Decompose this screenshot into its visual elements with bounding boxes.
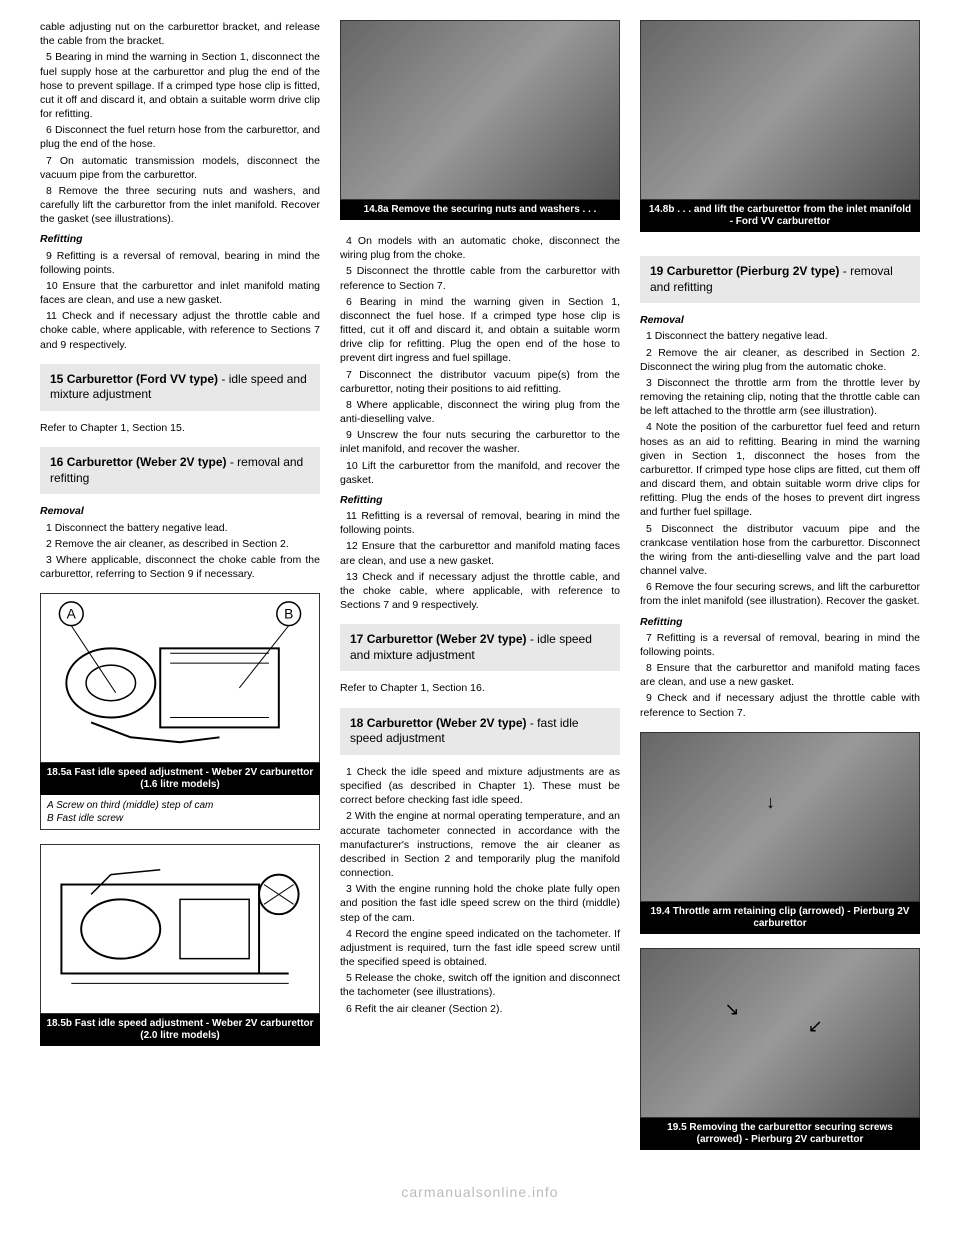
section-number: 16 bbox=[50, 455, 63, 469]
subheading-refitting: Refitting bbox=[340, 493, 620, 507]
text: 6 Remove the four securing screws, and l… bbox=[640, 580, 920, 608]
text: cable adjusting nut on the carburettor b… bbox=[40, 20, 320, 48]
figure-caption: 19.4 Throttle arm retaining clip (arrowe… bbox=[640, 902, 920, 934]
text: 7 On automatic transmission models, disc… bbox=[40, 154, 320, 182]
text: 9 Refitting is a reversal of removal, be… bbox=[40, 249, 320, 277]
text: 8 Where applicable, disconnect the wirin… bbox=[340, 398, 620, 426]
text: 8 Ensure that the carburettor and manifo… bbox=[640, 661, 920, 689]
figure-14-8a: 14.8a Remove the securing nuts and washe… bbox=[340, 20, 620, 220]
text: 2 With the engine at normal operating te… bbox=[340, 809, 620, 880]
figure-caption: 18.5a Fast idle speed adjustment - Weber… bbox=[40, 763, 320, 795]
subheading-refitting: Refitting bbox=[640, 615, 920, 629]
manual-page: cable adjusting nut on the carburettor b… bbox=[40, 20, 920, 1200]
figure-19-4: ↓ 19.4 Throttle arm retaining clip (arro… bbox=[640, 732, 920, 934]
text: 9 Check and if necessary adjust the thro… bbox=[640, 691, 920, 719]
text: 11 Refitting is a reversal of removal, b… bbox=[340, 509, 620, 537]
section-number: 19 bbox=[650, 264, 663, 278]
photo-19-4: ↓ bbox=[640, 732, 920, 902]
figure-14-8b: 14.8b . . . and lift the carburettor fro… bbox=[640, 20, 920, 232]
text: 4 Note the position of the carburettor f… bbox=[640, 420, 920, 519]
photo-14-8b bbox=[640, 20, 920, 200]
section-title: Carburettor (Ford VV type) bbox=[67, 372, 218, 386]
figure-legend: A Screw on third (middle) step of cam B … bbox=[40, 795, 320, 830]
text: 9 Unscrew the four nuts securing the car… bbox=[340, 428, 620, 456]
diagram-18-5a: A B bbox=[40, 593, 320, 763]
svg-text:A: A bbox=[67, 606, 77, 622]
figure-caption: 14.8b . . . and lift the carburettor fro… bbox=[640, 200, 920, 232]
arrow-icon: ↙ bbox=[808, 1016, 823, 1037]
figure-caption: 18.5b Fast idle speed adjustment - Weber… bbox=[40, 1014, 320, 1046]
text: Refer to Chapter 1, Section 15. bbox=[40, 421, 320, 435]
text: 5 Release the choke, switch off the igni… bbox=[340, 971, 620, 999]
text: 5 Disconnect the distributor vacuum pipe… bbox=[640, 522, 920, 579]
section-15: 15 Carburettor (Ford VV type) - idle spe… bbox=[40, 364, 320, 411]
watermark: carmanualsonline.info bbox=[40, 1184, 920, 1200]
text: 2 Remove the air cleaner, as described i… bbox=[640, 346, 920, 374]
text: 11 Check and if necessary adjust the thr… bbox=[40, 309, 320, 352]
text: 3 Disconnect the throttle arm from the t… bbox=[640, 376, 920, 419]
text: 7 Refitting is a reversal of removal, be… bbox=[640, 631, 920, 659]
column-right: 14.8b . . . and lift the carburettor fro… bbox=[640, 20, 920, 1164]
text: 6 Refit the air cleaner (Section 2). bbox=[340, 1002, 620, 1016]
section-title: Carburettor (Weber 2V type) bbox=[367, 716, 527, 730]
page-columns: cable adjusting nut on the carburettor b… bbox=[40, 20, 920, 1164]
svg-text:B: B bbox=[284, 606, 293, 622]
legend-b: B Fast idle screw bbox=[47, 812, 313, 825]
text: 10 Lift the carburettor from the manifol… bbox=[340, 459, 620, 487]
text: 7 Disconnect the distributor vacuum pipe… bbox=[340, 368, 620, 396]
section-title: Carburettor (Weber 2V type) bbox=[67, 455, 227, 469]
text: Refer to Chapter 1, Section 16. bbox=[340, 681, 620, 695]
diagram-18-5b bbox=[40, 844, 320, 1014]
section-16: 16 Carburettor (Weber 2V type) - removal… bbox=[40, 447, 320, 494]
text: 5 Disconnect the throttle cable from the… bbox=[340, 264, 620, 292]
section-17: 17 Carburettor (Weber 2V type) - idle sp… bbox=[340, 624, 620, 671]
text: 1 Check the idle speed and mixture adjus… bbox=[340, 765, 620, 808]
section-number: 17 bbox=[350, 632, 363, 646]
figure-caption: 19.5 Removing the carburettor securing s… bbox=[640, 1118, 920, 1150]
photo-19-5: ↘ ↙ bbox=[640, 948, 920, 1118]
text: 4 Record the engine speed indicated on t… bbox=[340, 927, 620, 970]
arrow-icon: ↘ bbox=[724, 999, 739, 1020]
text: 10 Ensure that the carburettor and inlet… bbox=[40, 279, 320, 307]
column-left: cable adjusting nut on the carburettor b… bbox=[40, 20, 320, 1164]
subheading-refitting: Refitting bbox=[40, 232, 320, 246]
figure-18-5b: 18.5b Fast idle speed adjustment - Weber… bbox=[40, 844, 320, 1046]
legend-a: A Screw on third (middle) step of cam bbox=[47, 799, 313, 812]
figure-caption: 14.8a Remove the securing nuts and washe… bbox=[340, 200, 620, 220]
column-middle: 14.8a Remove the securing nuts and washe… bbox=[340, 20, 620, 1164]
text: 6 Bearing in mind the warning given in S… bbox=[340, 295, 620, 366]
section-18: 18 Carburettor (Weber 2V type) - fast id… bbox=[340, 708, 620, 755]
text: 1 Disconnect the battery negative lead. bbox=[40, 521, 320, 535]
text: 1 Disconnect the battery negative lead. bbox=[640, 329, 920, 343]
section-title: Carburettor (Weber 2V type) bbox=[367, 632, 527, 646]
text: 3 With the engine running hold the choke… bbox=[340, 882, 620, 925]
section-19: 19 Carburettor (Pierburg 2V type) - remo… bbox=[640, 256, 920, 303]
text: 5 Bearing in mind the warning in Section… bbox=[40, 50, 320, 121]
text: 2 Remove the air cleaner, as described i… bbox=[40, 537, 320, 551]
subheading-removal: Removal bbox=[40, 504, 320, 518]
figure-19-5: ↘ ↙ 19.5 Removing the carburettor securi… bbox=[640, 948, 920, 1150]
text: 4 On models with an automatic choke, dis… bbox=[340, 234, 620, 262]
arrow-icon: ↓ bbox=[766, 792, 775, 813]
figure-18-5a: A B 18.5a Fast idle speed adju bbox=[40, 593, 320, 830]
text: 8 Remove the three securing nuts and was… bbox=[40, 184, 320, 227]
photo-14-8a bbox=[340, 20, 620, 200]
text: 6 Disconnect the fuel return hose from t… bbox=[40, 123, 320, 151]
section-number: 18 bbox=[350, 716, 363, 730]
text: 13 Check and if necessary adjust the thr… bbox=[340, 570, 620, 613]
text: 12 Ensure that the carburettor and manif… bbox=[340, 539, 620, 567]
subheading-removal: Removal bbox=[640, 313, 920, 327]
section-title: Carburettor (Pierburg 2V type) bbox=[667, 264, 840, 278]
section-number: 15 bbox=[50, 372, 63, 386]
text: 3 Where applicable, disconnect the choke… bbox=[40, 553, 320, 581]
